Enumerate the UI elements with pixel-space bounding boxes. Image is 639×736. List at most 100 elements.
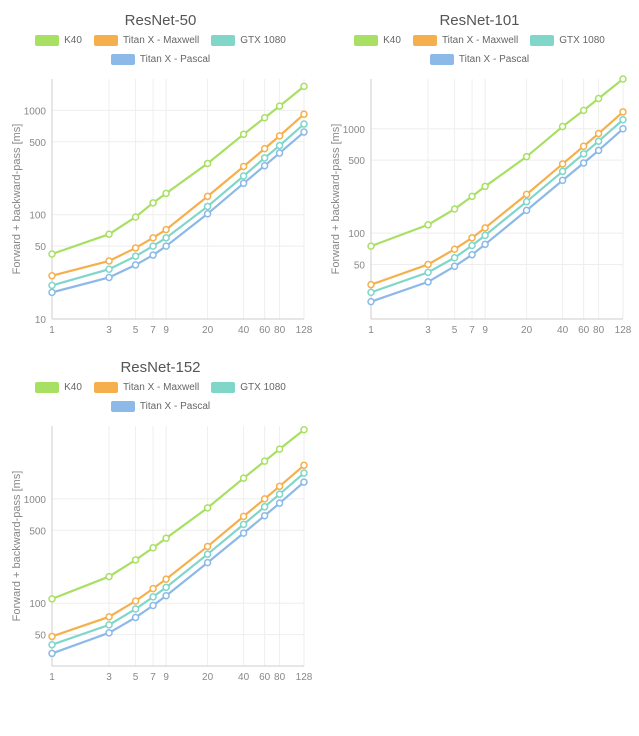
legend-item-gtx1080: GTX 1080: [211, 382, 286, 393]
legend-item-gtx1080: GTX 1080: [211, 35, 286, 46]
series-point-gtx1080: [452, 255, 458, 261]
x-tick-label: 20: [202, 672, 214, 683]
chart-legend: K40Titan X - MaxwellGTX 1080Titan X - Pa…: [330, 35, 630, 65]
series-point-maxwell: [560, 161, 566, 167]
series-point-pascal: [262, 163, 268, 169]
series-point-maxwell: [106, 614, 112, 620]
series-point-maxwell: [452, 246, 458, 252]
series-point-maxwell: [205, 193, 211, 199]
series-point-gtx1080: [150, 594, 156, 600]
series-point-k40: [277, 103, 283, 109]
series-point-pascal: [560, 177, 566, 183]
series-point-k40: [205, 160, 211, 166]
charts-grid: ResNet-50K40Titan X - MaxwellGTX 1080Tit…: [8, 8, 631, 686]
legend-item-maxwell: Titan X - Maxwell: [94, 382, 199, 393]
legend-item-pascal: Titan X - Pascal: [111, 54, 210, 65]
y-tick-label: 500: [29, 138, 46, 149]
legend-swatch: [211, 382, 235, 393]
legend-label: K40: [64, 35, 82, 46]
legend-swatch: [94, 382, 118, 393]
series-point-k40: [150, 200, 156, 206]
series-point-pascal: [469, 252, 475, 258]
series-point-gtx1080: [301, 470, 307, 476]
legend-swatch: [413, 35, 437, 46]
chart-title: ResNet-152: [120, 359, 200, 376]
x-tick-label: 7: [150, 325, 156, 336]
series-point-maxwell: [49, 633, 55, 639]
x-tick-label: 1: [368, 325, 374, 336]
series-point-k40: [524, 154, 530, 160]
series-point-maxwell: [620, 109, 626, 115]
chart-svg: 1357920406080128501005001000Minibatch si…: [8, 416, 313, 686]
series-point-pascal: [524, 207, 530, 213]
y-tick-label: 100: [29, 599, 46, 610]
x-tick-label: 1: [49, 325, 55, 336]
legend-swatch: [354, 35, 378, 46]
series-point-pascal: [277, 150, 283, 156]
x-tick-label: 9: [163, 325, 169, 336]
legend-swatch: [530, 35, 554, 46]
x-tick-label: 128: [296, 325, 313, 336]
series-point-pascal: [163, 243, 169, 249]
series-point-gtx1080: [205, 203, 211, 209]
x-tick-label: 3: [106, 672, 112, 683]
legend-label: Titan X - Pascal: [140, 54, 210, 65]
series-point-pascal: [150, 252, 156, 258]
legend-swatch: [211, 35, 235, 46]
series-point-maxwell: [163, 576, 169, 582]
series-point-pascal: [205, 560, 211, 566]
series-point-maxwell: [277, 133, 283, 139]
series-point-gtx1080: [277, 143, 283, 149]
series-point-maxwell: [262, 496, 268, 502]
series-point-gtx1080: [581, 151, 587, 157]
series-point-maxwell: [524, 191, 530, 197]
series-point-gtx1080: [262, 155, 268, 161]
x-tick-label: 80: [274, 325, 286, 336]
x-tick-label: 5: [452, 325, 458, 336]
series-point-pascal: [241, 180, 247, 186]
series-point-gtx1080: [277, 491, 283, 497]
legend-item-maxwell: Titan X - Maxwell: [94, 35, 199, 46]
series-point-gtx1080: [150, 243, 156, 249]
chart-svg: 135792040608012810501005001000Minibatch …: [8, 69, 313, 339]
y-tick-label: 50: [35, 242, 47, 253]
series-point-k40: [163, 190, 169, 196]
series-point-gtx1080: [368, 289, 374, 295]
series-point-pascal: [620, 126, 626, 132]
series-point-maxwell: [301, 462, 307, 468]
series-point-k40: [596, 96, 602, 102]
series-point-pascal: [277, 500, 283, 506]
series-point-gtx1080: [482, 232, 488, 238]
legend-item-maxwell: Titan X - Maxwell: [413, 35, 518, 46]
chart-title: ResNet-101: [439, 12, 519, 29]
legend-item-k40: K40: [35, 35, 82, 46]
x-tick-label: 3: [425, 325, 431, 336]
x-tick-label: 60: [578, 325, 590, 336]
series-point-k40: [277, 446, 283, 452]
x-tick-label: 80: [593, 325, 605, 336]
series-point-maxwell: [150, 235, 156, 241]
x-tick-label: 9: [482, 325, 488, 336]
x-tick-label: 7: [469, 325, 475, 336]
chart-panel-0: ResNet-50K40Titan X - MaxwellGTX 1080Tit…: [8, 8, 313, 339]
legend-label: Titan X - Pascal: [459, 54, 529, 65]
series-point-k40: [133, 557, 139, 563]
series-point-gtx1080: [49, 282, 55, 288]
series-point-gtx1080: [133, 253, 139, 259]
series-point-k40: [368, 243, 374, 249]
series-point-gtx1080: [469, 242, 475, 248]
series-point-maxwell: [596, 131, 602, 137]
y-axis-label: Forward + backward-pass [ms]: [11, 124, 23, 275]
series-point-maxwell: [482, 225, 488, 231]
series-point-gtx1080: [205, 551, 211, 557]
series-point-gtx1080: [524, 199, 530, 205]
legend-label: GTX 1080: [240, 35, 286, 46]
x-tick-label: 7: [150, 672, 156, 683]
series-point-maxwell: [133, 245, 139, 251]
y-tick-label: 500: [348, 156, 365, 167]
series-point-k40: [106, 231, 112, 237]
series-point-maxwell: [133, 598, 139, 604]
legend-label: Titan X - Maxwell: [442, 35, 518, 46]
series-point-maxwell: [469, 235, 475, 241]
x-tick-label: 5: [133, 672, 139, 683]
